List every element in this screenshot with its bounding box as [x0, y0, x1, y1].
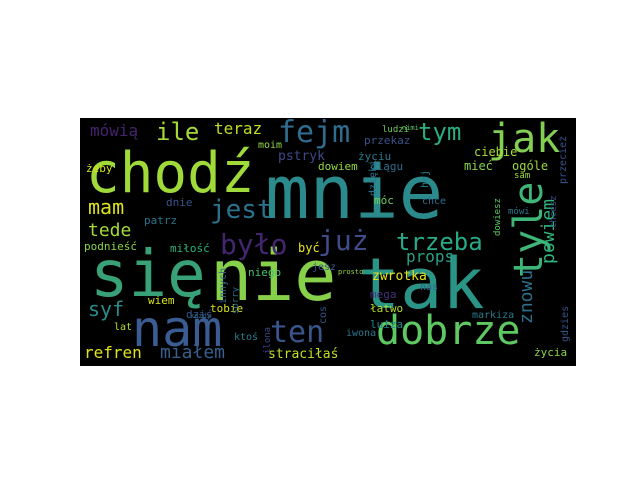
- word-nas: nas: [420, 282, 438, 293]
- word-znowu: znowu: [516, 270, 537, 324]
- word-przekaz: przekaz: [364, 134, 410, 147]
- word-ktos: ktoś: [234, 331, 258, 343]
- word-ten: ten: [270, 315, 324, 350]
- word-miec: mieć: [464, 159, 493, 173]
- word-props: props: [406, 247, 454, 266]
- word-iwona: iwona: [346, 328, 376, 339]
- word-tym: tym: [418, 118, 461, 146]
- word-teraz: teraz: [214, 119, 262, 138]
- word-jest: jest: [210, 195, 273, 225]
- word-cloud-canvas: mnie się nie tak chodź nam dobrze jak fe…: [80, 118, 576, 366]
- word-zeby: żeby: [86, 162, 113, 175]
- word-pstryk: pstryk: [278, 149, 325, 164]
- word-prosto: prosto: [338, 268, 363, 276]
- word-zycia: życia: [534, 346, 567, 359]
- word-dowiesz: dowiesz: [493, 198, 503, 236]
- word-cos: cos: [318, 306, 329, 324]
- word-juz: już: [318, 224, 369, 257]
- word-zwrotka: zwrotka: [372, 269, 427, 284]
- word-milosc: miłość: [170, 242, 210, 255]
- word-gdzies: gdzies: [560, 306, 571, 342]
- word-przeciez: przecież: [558, 136, 569, 184]
- word-moc: móc: [374, 194, 394, 207]
- word-bylo: było: [220, 228, 287, 261]
- word-chce: chce: [422, 196, 446, 207]
- word-dobrze: dobrze: [376, 308, 521, 354]
- word-jak: jak: [488, 118, 560, 162]
- word-trzeba: trzeba: [396, 228, 483, 256]
- word-refren: refren: [84, 343, 142, 362]
- word-niego: niego: [248, 266, 281, 279]
- word-markiza: markiza: [472, 310, 514, 321]
- word-mowi: mówi: [508, 206, 530, 217]
- word-zyciu: życiu: [358, 150, 391, 163]
- word-jesz: jesz: [312, 262, 336, 273]
- word-innych: innych: [218, 268, 229, 304]
- word-chodz: chodź: [86, 141, 255, 206]
- word-dzis: dziś: [186, 308, 213, 321]
- word-mega: mega: [370, 288, 397, 301]
- word-patrz: patrz: [144, 214, 177, 227]
- word-cloud-image: mnie się nie tak chodź nam dobrze jak fe…: [80, 118, 576, 366]
- word-tyle: tyle: [506, 182, 552, 278]
- word-chcesz: chcesz: [549, 195, 559, 228]
- word-tede: tede: [88, 220, 131, 241]
- word-ogole: ogóle: [512, 159, 548, 173]
- word-moim: moim: [258, 140, 282, 151]
- word-sie: się: [90, 238, 206, 312]
- word-ciagu: ciągu: [370, 160, 403, 173]
- word-wiem: wiem: [148, 294, 175, 307]
- word-syf: syf: [88, 297, 124, 321]
- word-latwo: łatwo: [370, 302, 403, 315]
- word-mam: mam: [88, 195, 124, 219]
- word-mialem: miałem: [160, 342, 225, 363]
- word-dowiem: dowiem: [318, 160, 358, 173]
- word-nie: nie: [210, 235, 336, 317]
- word-dnie: dnie: [166, 196, 193, 209]
- word-ciebie: ciebie: [474, 145, 517, 159]
- word-mnie: mnie: [265, 150, 443, 236]
- word-cloud-background: [80, 118, 576, 366]
- word-straciłas: straciłaś: [268, 347, 338, 362]
- word-fejm: fejm: [278, 118, 350, 150]
- word-sam: sam: [514, 171, 530, 181]
- word-sorry: sorry: [231, 286, 241, 314]
- word-nam: nam: [132, 300, 222, 358]
- word-nimi: nimi: [402, 124, 419, 132]
- word-ilona: ilona: [263, 327, 273, 354]
- word-mowia: mówią: [90, 121, 138, 140]
- word-powiem: powiem: [538, 199, 559, 264]
- word-dzieki: dzięki: [368, 160, 379, 196]
- word-ile: ile: [156, 118, 199, 146]
- word-byc: być: [298, 241, 320, 255]
- word-tak: tak: [358, 243, 484, 325]
- word-podniesc: podnieść: [84, 240, 137, 253]
- word-lat: lat: [114, 322, 132, 333]
- word-hej: hej: [420, 170, 431, 188]
- word-kazdy: każdy: [190, 312, 211, 320]
- word-ludzi: ludzi: [382, 125, 409, 135]
- word-luiza: luiza: [370, 318, 403, 331]
- word-tobie: tobie: [210, 302, 243, 315]
